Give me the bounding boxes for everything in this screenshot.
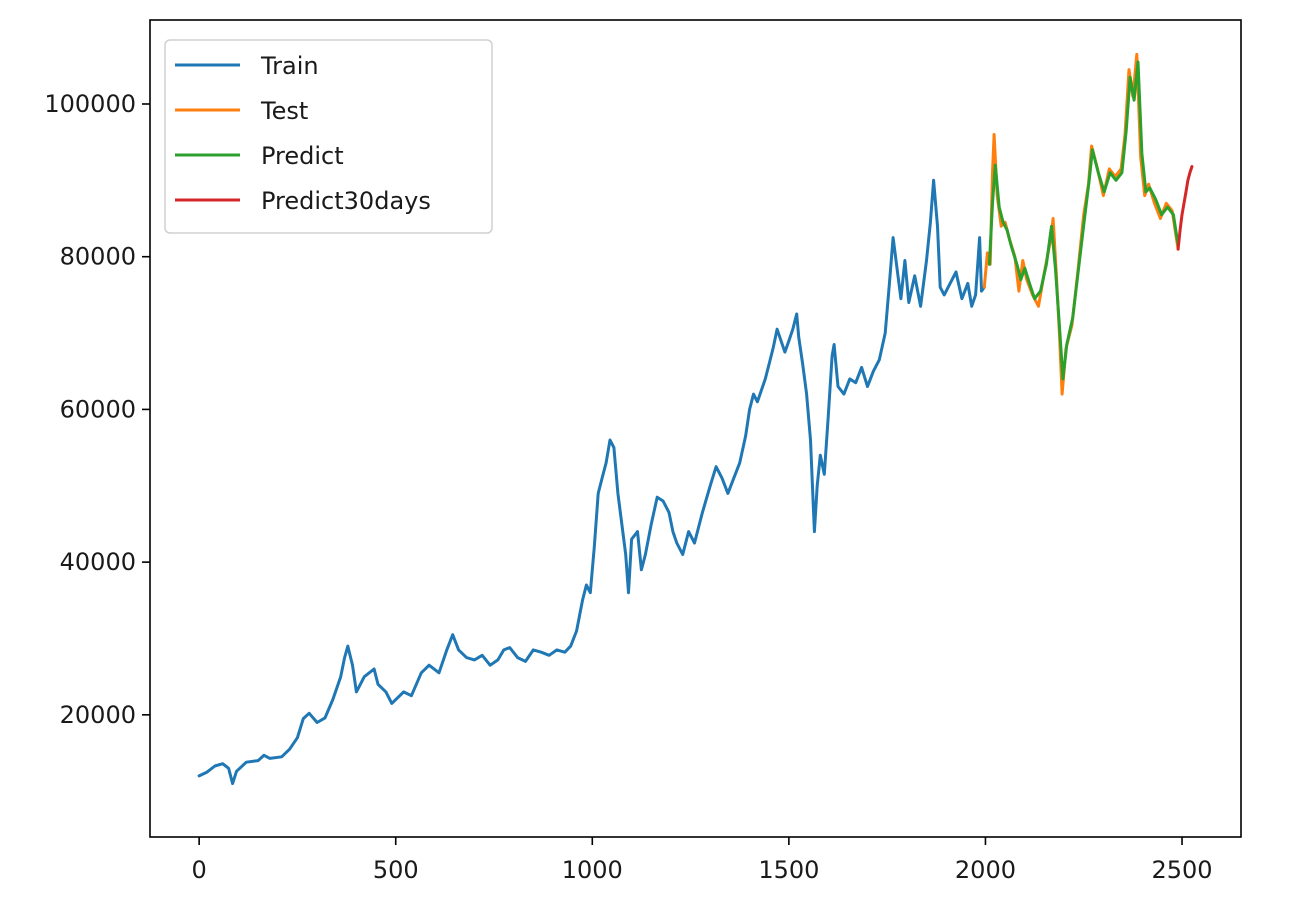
x-tick-label: 1500	[758, 856, 819, 884]
legend-label-predict30days: Predict30days	[261, 187, 431, 215]
y-tick-label: 60000	[60, 395, 136, 423]
x-tick-label: 0	[192, 856, 207, 884]
x-tick-label: 2000	[955, 856, 1016, 884]
y-tick-label: 40000	[60, 548, 136, 576]
y-tick-label: 20000	[60, 701, 136, 729]
x-tick-label: 1000	[562, 856, 623, 884]
legend-label-train: Train	[260, 52, 319, 80]
series-line-train	[197, 178, 986, 786]
legend-box	[164, 39, 493, 234]
axes-frame	[149, 19, 1242, 838]
ticks-layer: 0 500 1000 1500 2000 2500 20000 40000 60000 80000…	[44, 90, 1212, 884]
series-line-test	[982, 52, 1180, 396]
series-layer	[197, 52, 1194, 786]
legend: Train Test Predict Predict30days	[164, 39, 493, 234]
x-tick-label: 2500	[1151, 856, 1212, 884]
series-line-predict30days	[1176, 165, 1194, 251]
legend-label-predict: Predict	[261, 142, 344, 170]
y-tick-label: 80000	[60, 243, 136, 271]
legend-label-test: Test	[260, 97, 308, 125]
y-tick-label: 100000	[44, 90, 136, 118]
series-line-predict	[987, 60, 1180, 381]
x-tick-label: 500	[373, 856, 419, 884]
